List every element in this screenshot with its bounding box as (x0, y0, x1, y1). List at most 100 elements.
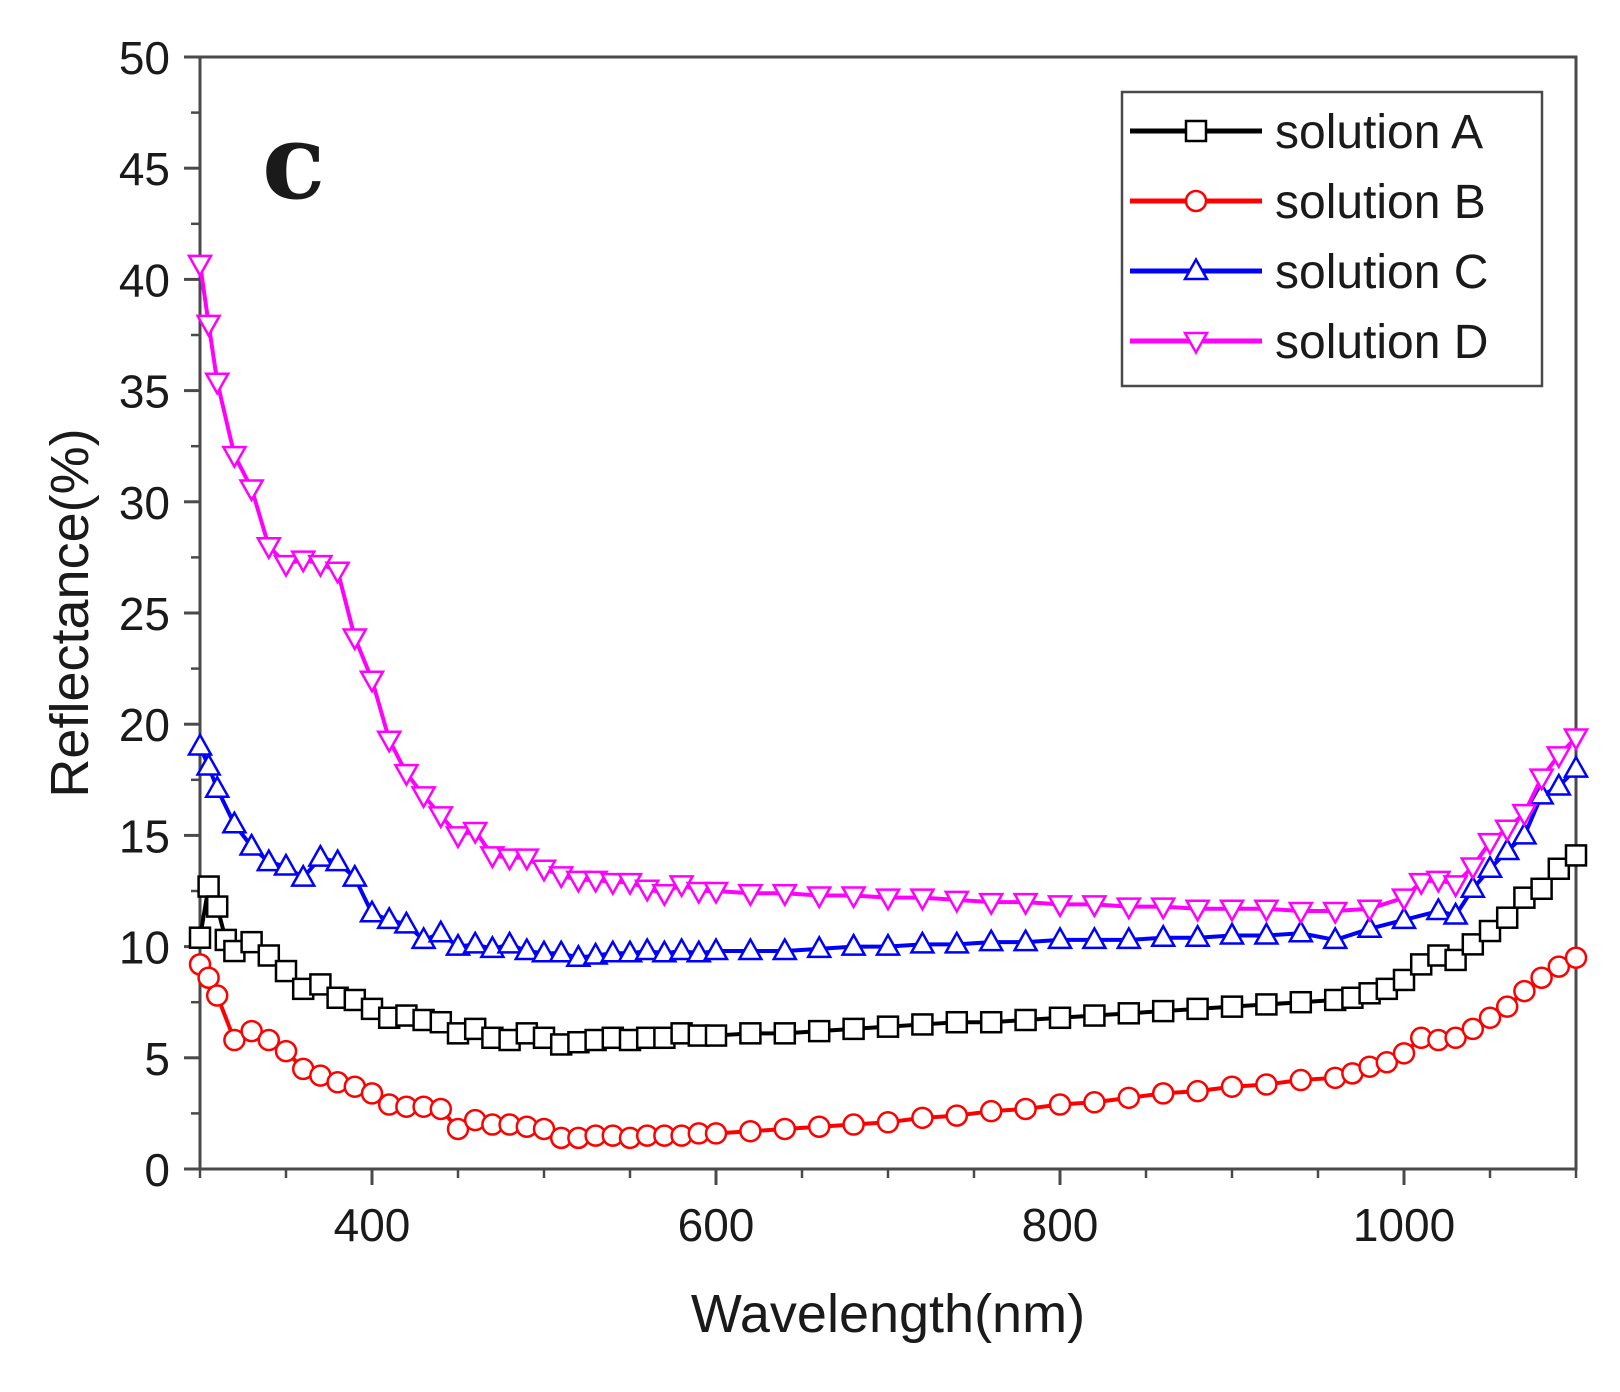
data-point (1220, 1075, 1244, 1098)
data-point (1545, 772, 1572, 796)
data-point (1048, 1006, 1072, 1030)
data-point (496, 848, 523, 872)
data-point (668, 875, 695, 899)
data-point (1459, 857, 1486, 881)
data-point (911, 1106, 934, 1130)
data-point (737, 883, 764, 908)
legend-entry: solution B (1130, 176, 1486, 229)
data-point (548, 939, 575, 963)
data-point (1562, 728, 1590, 752)
data-point (205, 984, 229, 1007)
data-point (1425, 896, 1452, 921)
data-point (410, 925, 437, 950)
data-point (842, 1113, 865, 1136)
data-point (274, 1039, 298, 1063)
data-point (737, 937, 764, 961)
data-point (911, 1013, 934, 1036)
data-point (444, 826, 472, 850)
data-point (1356, 899, 1383, 923)
data-point (806, 934, 833, 959)
data-point (1081, 925, 1108, 950)
data-point (1476, 832, 1504, 857)
data-point (807, 1019, 831, 1043)
data-point (1255, 993, 1278, 1016)
data-point (195, 752, 222, 776)
data-point (1287, 901, 1314, 926)
data-point (909, 888, 936, 912)
data-point (358, 899, 386, 923)
data-point (410, 786, 437, 810)
data-point (739, 1119, 762, 1143)
data-point (771, 883, 798, 908)
data-point (446, 1117, 470, 1141)
data-point (1530, 877, 1553, 901)
legend-label: solution C (1275, 246, 1488, 299)
data-point (773, 1117, 797, 1141)
data-point (376, 905, 403, 930)
data-point (240, 930, 263, 954)
data-point (616, 939, 644, 963)
data-point (807, 1115, 831, 1138)
data-point (221, 445, 248, 470)
data-point (429, 1097, 453, 1121)
y-tick-label: 15 (119, 810, 170, 862)
data-point (1046, 895, 1074, 919)
data-point (1184, 899, 1211, 923)
data-point (462, 821, 489, 845)
data-point (1322, 925, 1349, 950)
data-point (1408, 872, 1435, 897)
data-point (1083, 1091, 1106, 1114)
data-point (565, 943, 592, 967)
data-point (1459, 874, 1486, 899)
data-point (272, 852, 300, 876)
data-point (702, 881, 730, 906)
data-point (238, 832, 265, 856)
data-point (186, 732, 214, 756)
data-point (978, 892, 1005, 917)
data-point (1182, 331, 1210, 356)
data-point (205, 895, 229, 918)
data-point (1184, 119, 1208, 143)
legend: solution A solution B solution C solution D (1120, 90, 1544, 388)
data-point (1184, 189, 1208, 213)
data-point (1289, 1068, 1313, 1092)
data-point (685, 939, 712, 963)
data-point (1513, 979, 1536, 1003)
data-point (1494, 819, 1521, 843)
data-point (651, 939, 678, 963)
data-point (565, 870, 592, 894)
data-point (1184, 923, 1211, 947)
data-point (1442, 875, 1469, 899)
data-point (702, 937, 730, 961)
data-point (1442, 901, 1469, 925)
data-point (1151, 999, 1175, 1023)
data-point (393, 910, 420, 934)
data-point (255, 537, 282, 561)
data-point (1356, 914, 1383, 939)
data-point (1511, 821, 1538, 845)
legend-label: solution B (1275, 176, 1486, 229)
data-point (1476, 854, 1504, 879)
series-solution-d (186, 254, 1590, 926)
data-point (307, 843, 334, 867)
data-point (1253, 921, 1280, 945)
data-point (739, 1022, 762, 1045)
data-point (1390, 888, 1418, 912)
data-point (945, 1010, 969, 1034)
data-point (186, 254, 214, 278)
data-point (651, 883, 678, 908)
y-tick-label: 0 (144, 1144, 170, 1196)
series-solution-a (188, 844, 1588, 1056)
data-point (1218, 921, 1246, 945)
data-point (341, 863, 368, 887)
data-point (427, 919, 454, 943)
data-point (197, 875, 220, 898)
data-point (257, 1028, 281, 1052)
data-point (1322, 901, 1349, 926)
data-point (1083, 1004, 1106, 1027)
data-point (513, 937, 540, 961)
data-point (1218, 899, 1246, 923)
data-point (1287, 919, 1314, 943)
y-tick-label: 30 (119, 477, 170, 529)
